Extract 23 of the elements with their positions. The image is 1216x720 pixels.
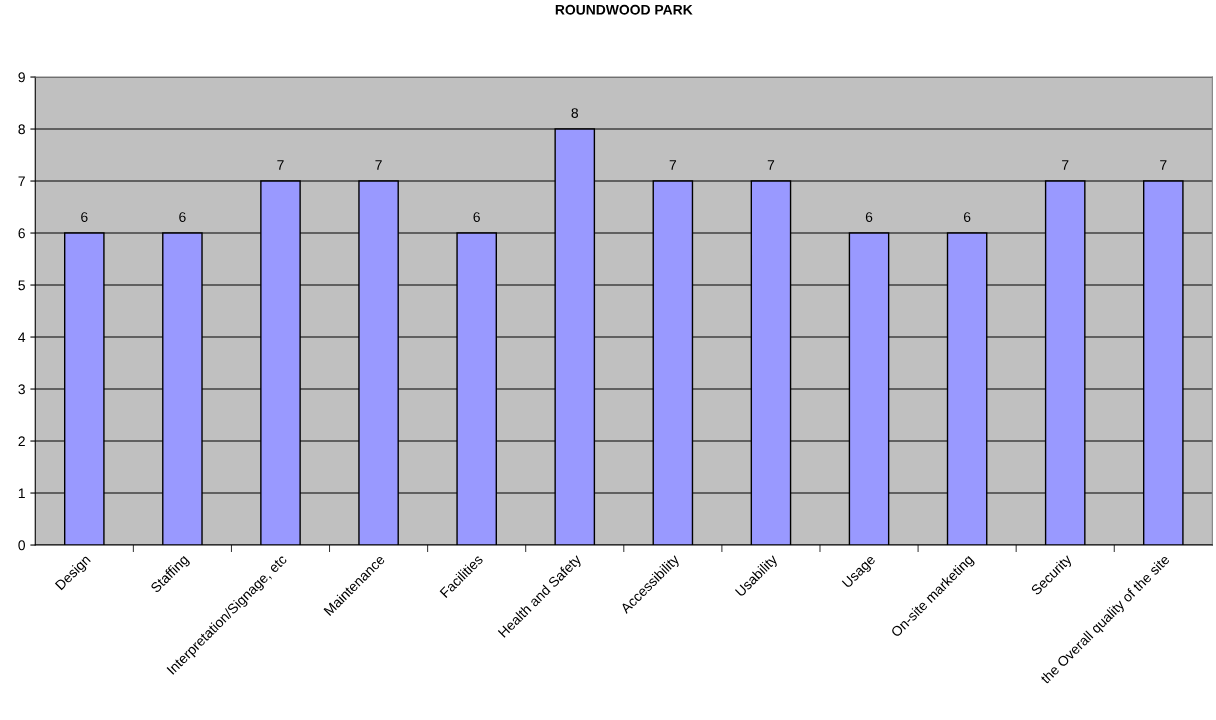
data-label: 7 [277, 160, 284, 170]
y-tick-label: 2 [18, 436, 25, 447]
data-label: 8 [571, 108, 579, 118]
data-label: 6 [865, 212, 873, 222]
y-tick-label: 6 [18, 228, 25, 239]
data-label: 6 [963, 212, 971, 222]
data-label: 7 [767, 160, 775, 170]
data-label: 7 [1160, 160, 1167, 170]
y-tick-label: 7 [18, 176, 25, 187]
data-label: 7 [669, 160, 677, 170]
y-tick-label: 3 [18, 384, 25, 395]
y-tick-label: 8 [18, 124, 25, 135]
chart-title: ROUNDWOOD PARK [555, 4, 693, 15]
y-tick-label: 4 [18, 332, 26, 343]
y-tick-label: 9 [18, 72, 25, 83]
data-label: 6 [473, 212, 480, 222]
data-label: 6 [179, 212, 186, 222]
data-label: 7 [375, 160, 382, 170]
data-label: 7 [1062, 160, 1069, 170]
y-tick-label: 1 [18, 488, 25, 499]
data-label: 6 [81, 212, 88, 222]
y-tick-label: 5 [18, 280, 25, 291]
y-tick-label: 0 [18, 540, 25, 551]
